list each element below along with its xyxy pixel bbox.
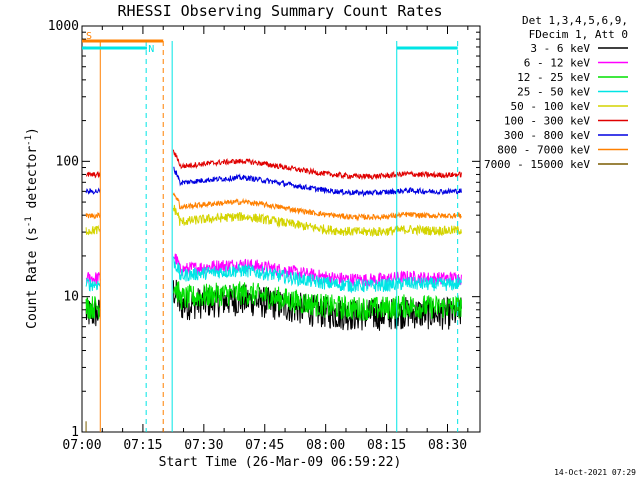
legend-entry-label: 7000 - 15000 keV [484,158,590,171]
x-tick-label: 07:45 [245,438,284,453]
series-line [172,256,462,294]
series-line [172,204,462,238]
series-line [85,187,101,195]
x-tick-label: 08:15 [367,438,406,453]
legend-entry-label: 800 - 7000 keV [497,144,590,157]
x-axis-label: Start Time (26-Mar-09 06:59:22) [159,455,402,470]
series-line [85,170,101,179]
series-line [172,192,462,222]
flag-label: N [148,44,154,55]
legend-entry-label: 3 - 6 keV [530,42,590,55]
legend-entry-label: 100 - 300 keV [504,115,590,128]
plot-area: 1 10 100 1000 07:00 07:15 07:30 07:45 08:00 08:15… [48,19,481,453]
chart-title: RHESSI Observing Summary Count Rates [117,2,442,20]
legend-header-line-1: Det 1,3,4,5,6,9, [522,14,628,27]
legend-header-line-2: FDecim 1, Att 0 [529,28,628,41]
legend-entry-label: 50 - 100 keV [511,100,591,113]
legend-entry-label: 300 - 800 keV [504,129,590,142]
x-tick-label: 08:00 [306,438,345,453]
y-tick-label: 100 [56,154,79,169]
x-tick-label: 07:00 [62,438,101,453]
series-line [85,211,101,220]
plot-frame [81,25,481,433]
series-line [85,277,101,292]
series-line [173,166,462,198]
x-tick-label: 07:15 [123,438,162,453]
legend-entry-label: 25 - 50 keV [517,86,590,99]
x-tick-label: 07:30 [184,438,223,453]
x-tick-label: 08:30 [428,438,467,453]
footer-date: 14-Oct-2021 07:29 [554,468,636,477]
y-tick-label: 1 [71,425,79,440]
legend: Det 1,3,4,5,6,9, FDecim 1, Att 0 3 - 6 k… [484,14,628,171]
legend-entry-label: 12 - 25 keV [517,71,590,84]
series-line [85,224,101,236]
y-axis-label: Count Rate (s-1 detector-1) [24,127,40,329]
series-line [172,281,462,321]
series-line [172,149,462,181]
series-line [85,296,101,319]
y-tick-label: 10 [63,290,79,305]
y-tick-label: 1000 [48,19,79,34]
legend-entry-label: 6 - 12 keV [524,57,591,70]
flag-label: S [86,31,92,42]
